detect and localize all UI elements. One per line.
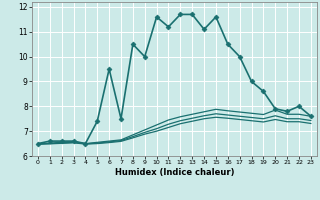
X-axis label: Humidex (Indice chaleur): Humidex (Indice chaleur) bbox=[115, 168, 234, 177]
